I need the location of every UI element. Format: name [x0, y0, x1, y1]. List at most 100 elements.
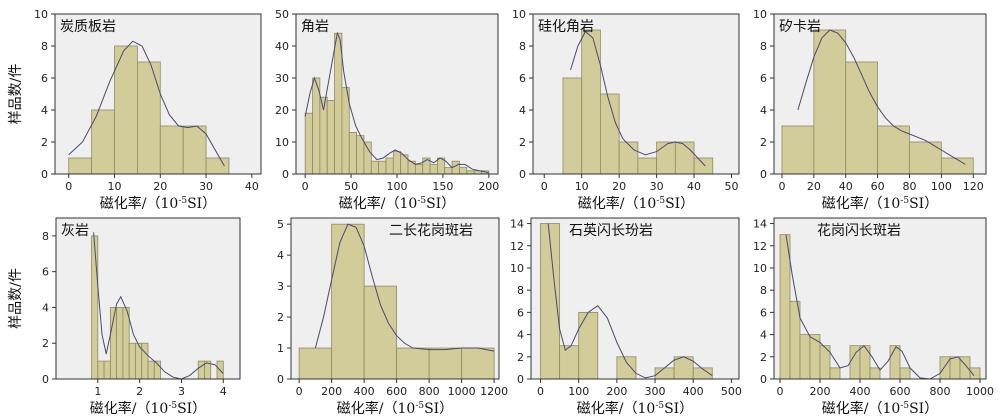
- panel-title: 炭质板岩: [60, 19, 116, 35]
- histogram-bar: [581, 29, 601, 175]
- histogram-bar: [779, 234, 791, 380]
- histogram-bar: [578, 311, 599, 380]
- y-tick-label: 6: [517, 306, 524, 319]
- histogram-bar: [363, 285, 398, 380]
- panel-title: 硅化角岩: [538, 19, 594, 35]
- y-tick-label: 50: [275, 8, 289, 21]
- plot-frame: [290, 217, 500, 380]
- y-tick-label: 2: [760, 136, 767, 149]
- panel-title: 花岗闪长斑岩: [817, 223, 901, 239]
- y-tick-label: 10: [275, 136, 289, 149]
- y-tick-label: 6: [760, 72, 767, 85]
- histogram-bar: [304, 112, 313, 175]
- histogram-bar: [618, 141, 639, 175]
- histogram-bar: [939, 356, 951, 380]
- histogram-bar: [600, 93, 620, 175]
- x-tick-label: 0: [537, 385, 544, 398]
- x-tick-label: 50: [344, 180, 358, 193]
- x-tick-label: 0: [65, 180, 72, 193]
- y-tick-label: 4: [41, 104, 48, 117]
- y-tick-label: 14: [510, 218, 524, 231]
- histogram-bar: [392, 151, 402, 175]
- y-tick-label: 6: [519, 72, 526, 85]
- histogram-bar: [348, 131, 358, 175]
- x-tick-label: 40: [687, 180, 701, 193]
- y-tick-label: 0: [41, 168, 48, 181]
- x-tick-label: 400: [850, 385, 871, 398]
- x-tick-label: 50: [725, 180, 739, 193]
- y-tick-label: 20: [275, 104, 289, 117]
- y-tick-label: 6: [760, 306, 767, 319]
- y-tick-label: 10: [34, 8, 48, 21]
- x-tick-label: 80: [902, 180, 916, 193]
- histogram-bar: [385, 157, 394, 175]
- histogram-bar: [128, 342, 136, 380]
- y-tick-label: 30: [275, 72, 289, 85]
- x-axis-label: 磁化率/（10-5SI）: [100, 195, 216, 212]
- histogram-bar: [122, 307, 130, 380]
- histogram-panel: 0 100 200 300 400 500 0 2 4 6 8 10 12 14 石英闪长玢岩磁化率/（10…: [510, 217, 742, 417]
- density-curve: [93, 232, 224, 380]
- histogram-bar: [616, 356, 637, 380]
- histogram-bar: [949, 356, 961, 380]
- x-tick-label: 400: [354, 385, 375, 398]
- histogram-bar: [312, 77, 321, 175]
- y-tick-label: 12: [510, 240, 524, 253]
- histogram-bar: [182, 125, 207, 175]
- density-curve: [304, 31, 489, 174]
- x-tick-label: 3: [178, 385, 185, 398]
- panel-title: 矽卡岩: [779, 19, 821, 35]
- histogram-bar: [693, 157, 714, 175]
- histogram-bar: [147, 360, 155, 380]
- histogram-bar: [799, 334, 811, 380]
- y-tick-label: 2: [277, 311, 284, 324]
- plot-frame: [530, 217, 740, 380]
- y-tick-label: 1: [277, 342, 284, 355]
- histogram-bar: [116, 307, 124, 380]
- y-tick-label: 14: [753, 218, 767, 231]
- histogram-bar: [781, 125, 815, 175]
- x-tick-label: 0: [541, 180, 548, 193]
- panel-title: 二长花岗斑岩: [389, 223, 473, 239]
- x-tick-label: 40: [839, 180, 853, 193]
- x-tick-label: 200: [606, 385, 627, 398]
- x-tick-label: 30: [650, 180, 664, 193]
- x-tick-label: 1200: [480, 385, 508, 398]
- histogram-bar: [969, 367, 981, 380]
- histogram-bar: [674, 141, 695, 175]
- plot-frame: [55, 217, 241, 380]
- y-tick-label: 0: [42, 373, 49, 386]
- x-axis-label: 磁化率/（10-5SI）: [337, 400, 453, 417]
- histogram-bar: [559, 345, 580, 380]
- histogram-bar: [789, 300, 801, 380]
- density-curve: [785, 234, 975, 380]
- y-tick-label: 0: [760, 373, 767, 386]
- histogram-bar: [429, 163, 438, 175]
- y-tick-label: 4: [277, 249, 284, 262]
- y-axis-label: 样品数/件: [8, 268, 24, 329]
- plot-frame: [532, 13, 740, 175]
- histogram-bar: [363, 141, 372, 175]
- histogram-bar: [562, 77, 583, 175]
- x-axis-label: 磁化率/（10-5SI）: [90, 400, 206, 417]
- x-tick-label: 600: [386, 385, 407, 398]
- histogram-panel: 0 200 400 600 800 1000 0 2 4 6 8 10 12 14 花岗闪长斑岩磁化率/（1…: [753, 217, 994, 417]
- x-tick-label: 10: [108, 180, 122, 193]
- y-tick-label: 4: [760, 104, 767, 117]
- y-tick-label: 4: [760, 329, 767, 342]
- histogram-bar: [141, 342, 149, 380]
- y-tick-label: 4: [517, 329, 524, 342]
- density-curve: [68, 40, 225, 167]
- histogram-bar: [378, 160, 387, 175]
- x-tick-label: 4: [220, 385, 227, 398]
- x-tick-label: 120: [963, 180, 984, 193]
- histogram-bar: [136, 61, 161, 175]
- y-tick-label: 8: [760, 40, 767, 53]
- y-tick-label: 40: [275, 40, 289, 53]
- histogram-bar: [877, 125, 910, 175]
